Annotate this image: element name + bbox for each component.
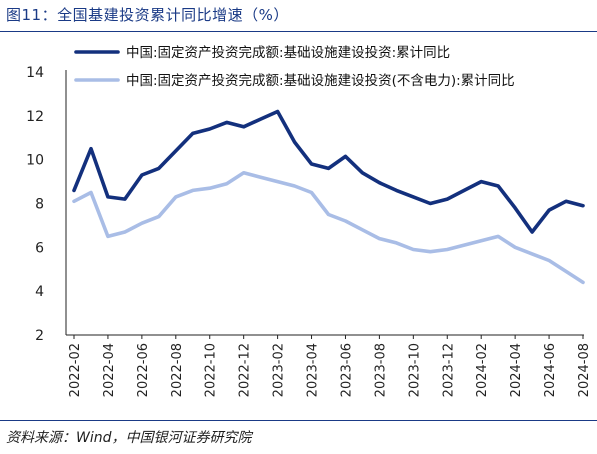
x-axis-ticks: 2022-02 2022-04 2022-06 2022-08 2022-10 2022-…: [68, 335, 592, 397]
x-tick-label: 2023-08: [373, 343, 388, 397]
x-tick-label: 2024-04: [509, 343, 524, 397]
chart-legend: 中国:固定资产投资完成额:基础设施建设投资:累计同比中国:固定资产投资完成额:基…: [74, 44, 515, 89]
x-tick-label: 2022-06: [136, 343, 151, 397]
legend-label: 中国:固定资产投资完成额:基础设施建设投资:累计同比: [126, 44, 450, 61]
x-tick-label: 2022-10: [204, 343, 219, 397]
y-tick-label: 4: [35, 284, 44, 300]
x-tick-label: 2024-06: [543, 343, 558, 397]
y-tick-label: 12: [26, 109, 44, 125]
y-tick-label: 14: [26, 65, 44, 81]
x-tick-label: 2023-06: [339, 343, 354, 397]
title-divider: [0, 31, 597, 32]
x-tick-label: 2024-02: [475, 343, 490, 397]
y-axis-ticks: 2 4 6 8 10 12 14: [26, 65, 44, 344]
series-lines: [72, 109, 585, 285]
x-tick-label: 2022-04: [102, 343, 117, 397]
x-tick-label: 2023-02: [272, 343, 287, 397]
series-line-infrastructure: [72, 109, 585, 234]
x-tick-label: 2023-04: [306, 343, 321, 397]
source-note: 资料来源：Wind，中国银河证券研究院: [6, 430, 252, 446]
chart-axes: [65, 70, 584, 336]
y-tick-label: 6: [35, 240, 44, 256]
source-divider: [0, 420, 597, 421]
y-tick-label: 10: [26, 153, 44, 169]
x-tick-label: 2022-02: [68, 343, 83, 397]
legend-label: 中国:固定资产投资完成额:基础设施建设投资(不含电力):累计同比: [126, 72, 515, 89]
y-tick-label: 8: [35, 197, 44, 213]
x-tick-label: 2022-08: [170, 343, 185, 397]
x-tick-label: 2022-12: [238, 343, 253, 397]
x-tick-label: 2023-10: [407, 343, 422, 397]
figure-title: 图11：全国基建投资累计同比增速（%）: [6, 6, 289, 24]
x-tick-label: 2023-12: [441, 343, 456, 397]
y-tick-label: 2: [35, 328, 44, 344]
series-line-infrastructure-excl-power: [72, 171, 585, 285]
x-tick-label: 2024-08: [577, 343, 592, 397]
